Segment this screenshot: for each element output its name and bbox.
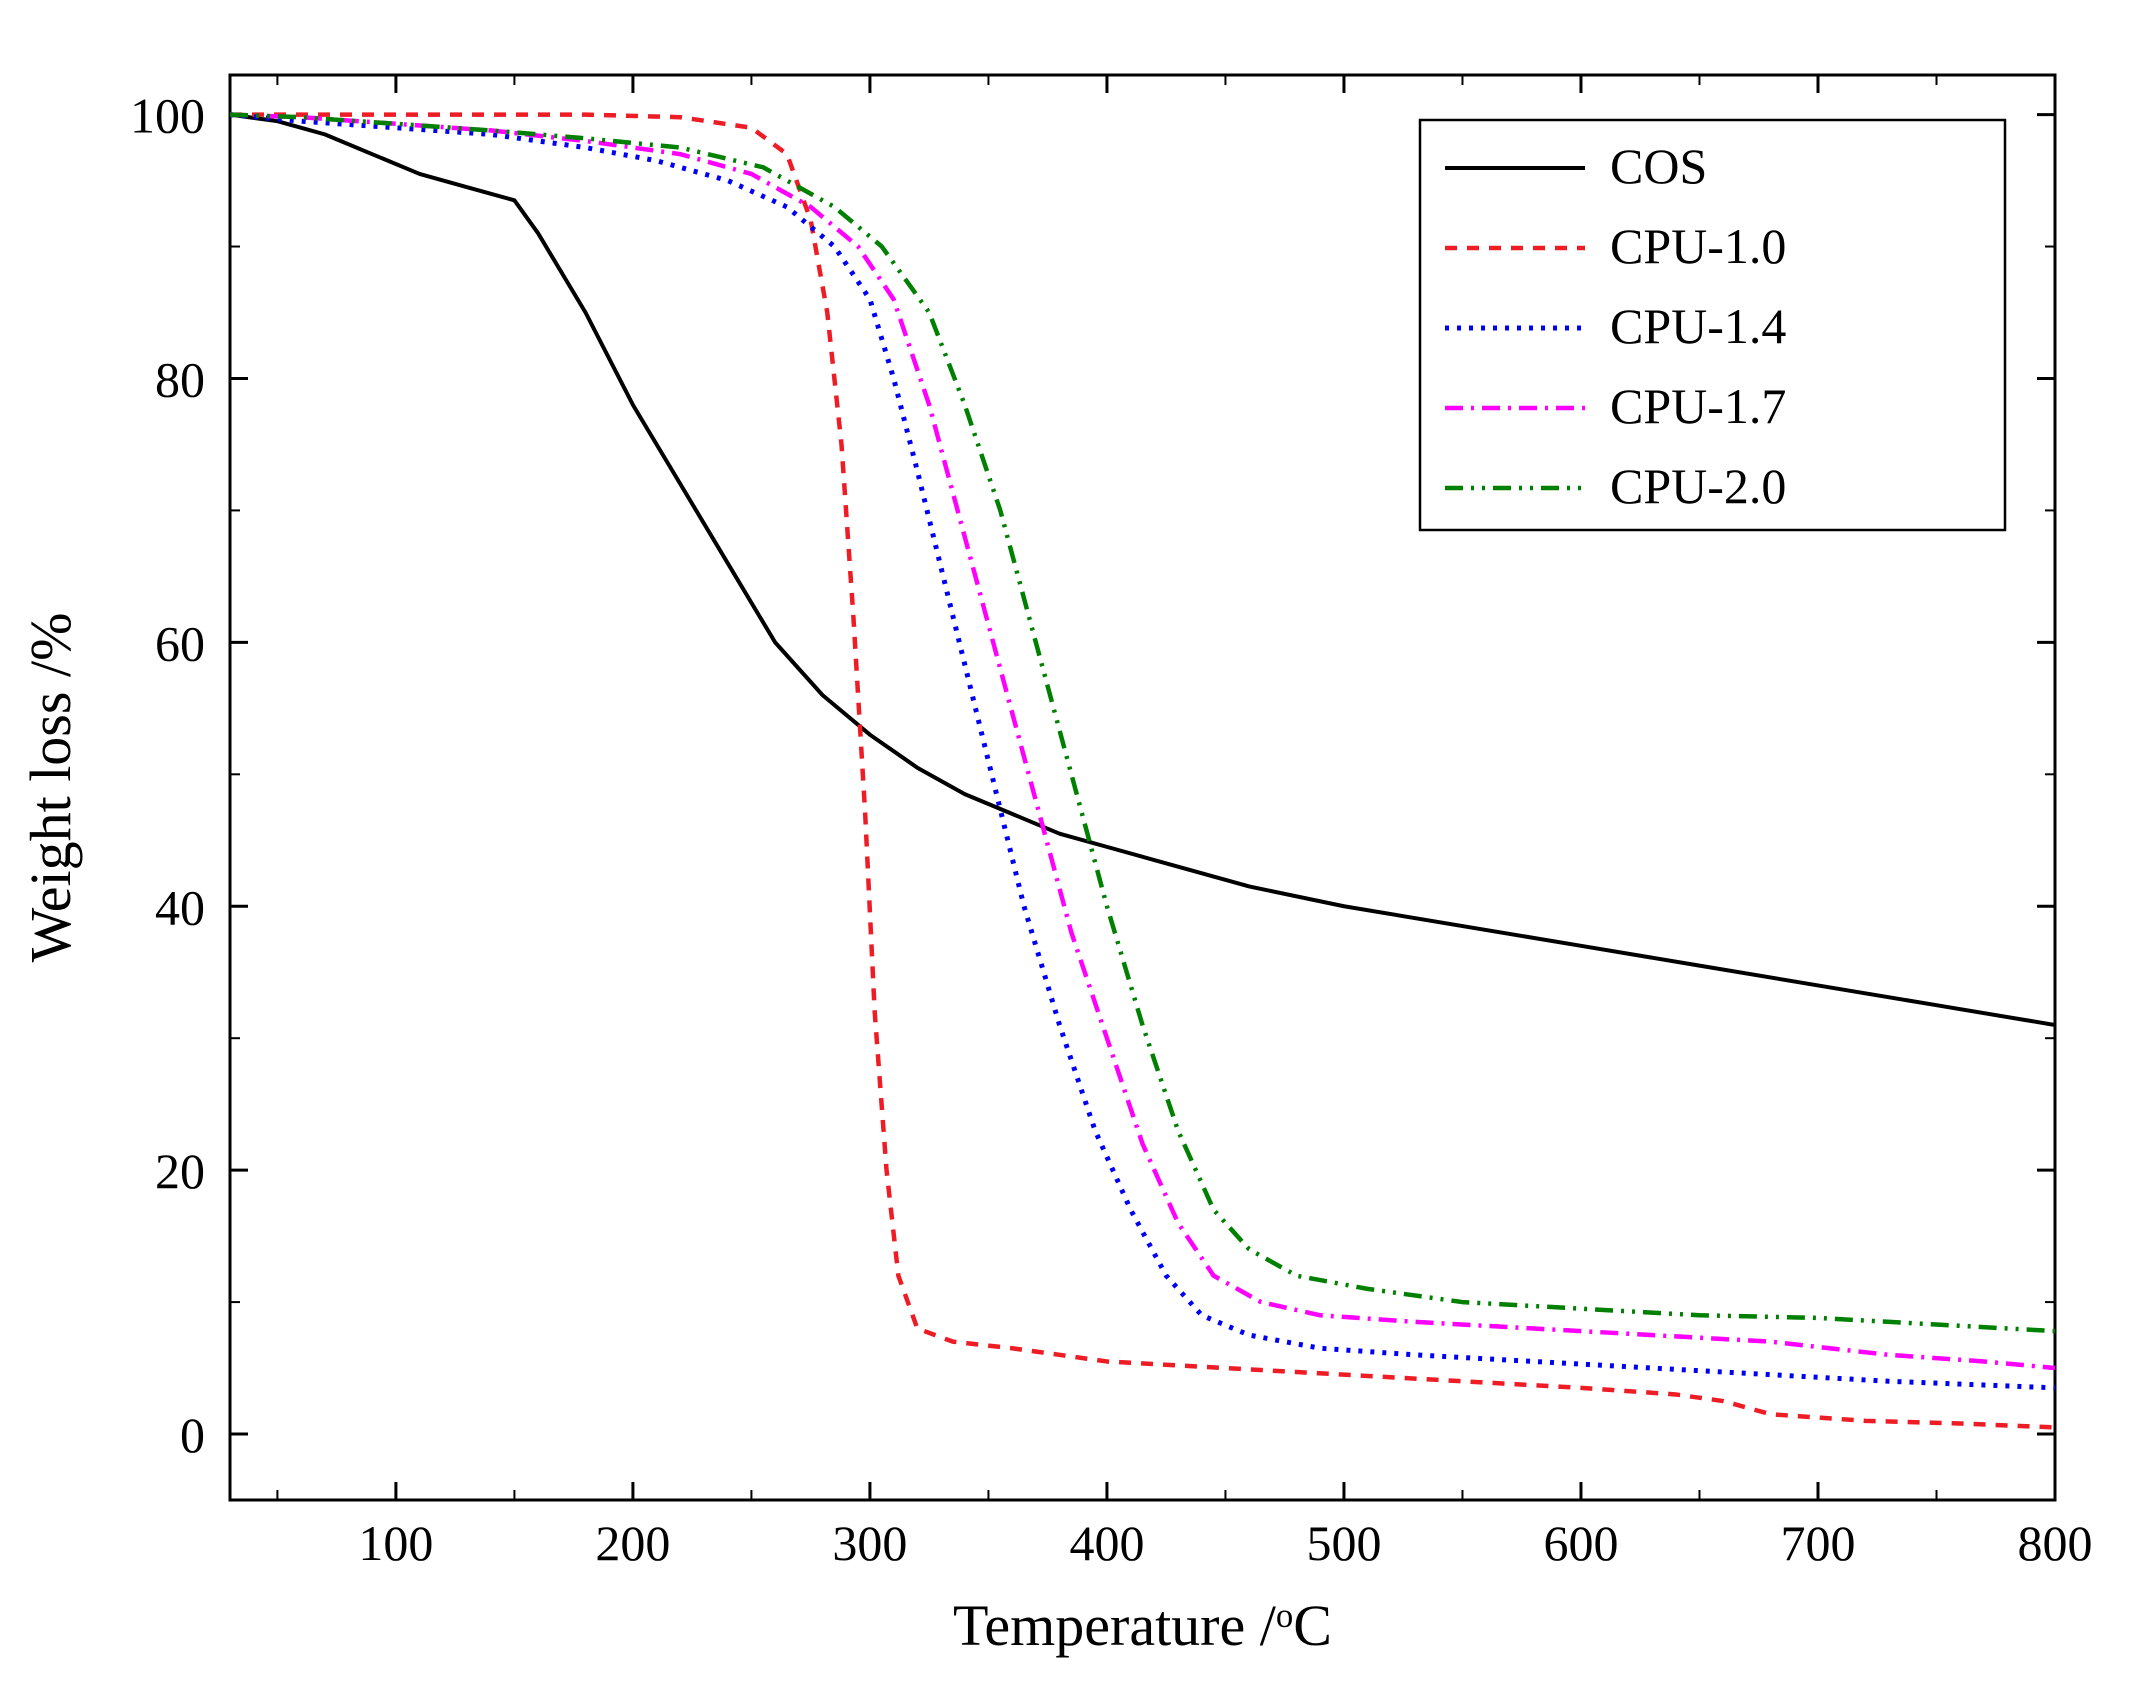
x-axis-label: Temperature /oC xyxy=(953,1593,1332,1658)
legend-label: CPU-1.4 xyxy=(1610,298,1786,354)
y-tick-label: 0 xyxy=(180,1407,205,1463)
y-tick-label: 20 xyxy=(155,1143,205,1199)
x-tick-label: 300 xyxy=(832,1515,907,1571)
x-tick-label: 800 xyxy=(2018,1515,2093,1571)
legend-label: COS xyxy=(1610,138,1707,194)
tga-chart: 100 200 300 400 500 600 700 800 0 20 40 60 80 100 Temp… xyxy=(0,0,2147,1705)
y-axis-label: Weight loss /% xyxy=(18,613,83,963)
legend-label: CPU-1.0 xyxy=(1610,218,1786,274)
x-tick-label: 400 xyxy=(1069,1515,1144,1571)
legend-label: CPU-1.7 xyxy=(1610,378,1786,434)
y-tick-label: 80 xyxy=(155,351,205,407)
x-tick-label: 700 xyxy=(1780,1515,1855,1571)
legend-label: CPU-2.0 xyxy=(1610,458,1786,514)
x-tick-label: 600 xyxy=(1543,1515,1618,1571)
x-tick-label: 100 xyxy=(358,1515,433,1571)
x-tick-label: 200 xyxy=(595,1515,670,1571)
y-tick-label: 40 xyxy=(155,879,205,935)
legend: COS CPU-1.0 CPU-1.4 CPU-1.7 CPU-2.0 xyxy=(1420,120,2005,530)
y-tick-label: 60 xyxy=(155,615,205,671)
y-tick-label: 100 xyxy=(130,88,205,144)
chart-container: 100 200 300 400 500 600 700 800 0 20 40 60 80 100 Temp… xyxy=(0,0,2147,1705)
x-tick-label: 500 xyxy=(1306,1515,1381,1571)
